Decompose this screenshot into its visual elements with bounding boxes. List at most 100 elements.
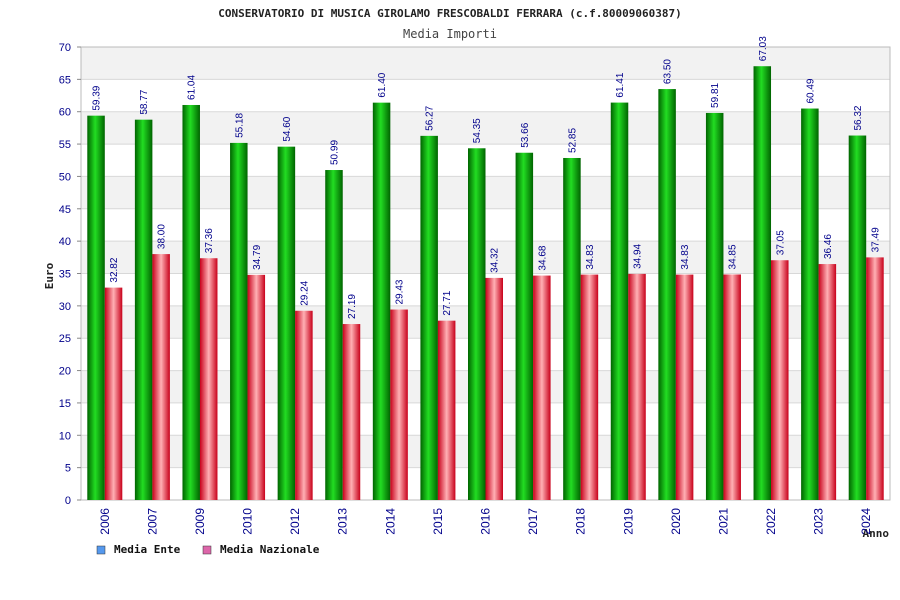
bar-media-nazionale-2020 bbox=[675, 274, 694, 500]
y-tick-label: 5 bbox=[65, 463, 71, 475]
value-label: 27.19 bbox=[347, 294, 358, 319]
y-tick-label: 50 bbox=[59, 171, 71, 183]
y-tick-label: 55 bbox=[59, 139, 71, 151]
bar-media-nazionale-2016 bbox=[485, 277, 503, 500]
bar-media-ente-2013 bbox=[325, 170, 343, 500]
x-tick-label: 2009 bbox=[193, 508, 207, 535]
legend-item-media-nazionale[interactable]: Media Nazionale bbox=[202, 543, 320, 556]
value-label: 37.36 bbox=[204, 228, 215, 253]
value-label: 58.77 bbox=[139, 89, 150, 114]
value-label: 55.18 bbox=[234, 112, 245, 137]
bar-media-ente-2018 bbox=[563, 157, 581, 501]
bar-media-nazionale-2023 bbox=[818, 264, 837, 500]
value-label: 29.43 bbox=[395, 279, 406, 304]
bar-media-ente-2010 bbox=[230, 142, 248, 501]
bar-media-nazionale-2010 bbox=[247, 274, 266, 500]
value-label: 38.00 bbox=[157, 224, 168, 249]
x-tick-label: 2007 bbox=[145, 508, 159, 535]
bar-media-nazionale-2019 bbox=[628, 273, 646, 500]
value-label: 34.32 bbox=[490, 247, 501, 272]
value-label: 59.81 bbox=[710, 82, 721, 107]
value-label: 34.85 bbox=[728, 244, 739, 269]
value-label: 36.46 bbox=[823, 234, 834, 259]
x-tick-label: 2024 bbox=[859, 508, 873, 535]
y-axis-ticks: 0 5 10 15 20 25 30 35 40 45 50 55 60 65 70 bbox=[59, 42, 81, 507]
bar-media-ente-2023 bbox=[801, 108, 819, 501]
x-tick-label: 2018 bbox=[574, 508, 588, 535]
value-label: 59.39 bbox=[92, 85, 103, 110]
value-label: 54.60 bbox=[282, 116, 293, 141]
value-label: 54.35 bbox=[472, 118, 483, 143]
value-labels: 59.39 32.82 58.77 38.00 61.04 37.36 55.18 34.79… bbox=[92, 36, 882, 319]
bar-media-ente-2016 bbox=[468, 148, 486, 500]
x-tick-label: 2017 bbox=[526, 508, 540, 535]
x-axis-ticks: 2006 2007 2009 2010 2012 2013 2014 2015 2016 2017… bbox=[98, 508, 873, 535]
value-label: 67.03 bbox=[758, 36, 769, 61]
y-tick-label: 65 bbox=[59, 74, 71, 86]
chart-subtitle: Media Importi bbox=[403, 27, 497, 41]
legend-swatch-media-ente bbox=[96, 545, 106, 555]
y-tick-label: 20 bbox=[59, 366, 71, 378]
bar-media-nazionale-2018 bbox=[580, 274, 599, 500]
bar-media-nazionale-2009 bbox=[199, 258, 218, 500]
y-tick-label: 15 bbox=[59, 398, 71, 410]
x-tick-label: 2013 bbox=[336, 508, 350, 535]
y-tick-label: 60 bbox=[59, 107, 71, 119]
y-tick-label: 45 bbox=[59, 204, 71, 216]
bars bbox=[87, 66, 884, 501]
value-label: 29.24 bbox=[299, 280, 310, 305]
value-label: 52.85 bbox=[567, 128, 578, 153]
bar-media-nazionale-2024 bbox=[866, 257, 884, 500]
bar-media-ente-2019 bbox=[610, 102, 629, 500]
y-tick-label: 70 bbox=[59, 42, 71, 54]
bar-media-nazionale-2012 bbox=[295, 310, 313, 500]
bar-media-ente-2012 bbox=[277, 146, 296, 500]
x-tick-label: 2022 bbox=[764, 508, 778, 535]
bar-media-nazionale-2006 bbox=[104, 287, 123, 500]
bar-media-ente-2024 bbox=[848, 135, 867, 500]
bar-media-nazionale-2021 bbox=[723, 274, 741, 500]
x-tick-label: 2021 bbox=[716, 508, 730, 535]
legend-item-media-ente[interactable]: Media Ente bbox=[96, 543, 181, 556]
value-label: 53.66 bbox=[520, 122, 531, 147]
value-label: 56.27 bbox=[425, 105, 436, 130]
x-tick-label: 2015 bbox=[431, 508, 445, 535]
bar-media-ente-2022 bbox=[753, 66, 772, 500]
y-tick-label: 30 bbox=[59, 301, 71, 313]
bar-media-nazionale-2007 bbox=[152, 254, 170, 500]
bar-media-ente-2006 bbox=[87, 115, 105, 500]
x-tick-label: 2012 bbox=[288, 508, 302, 535]
value-label: 34.83 bbox=[585, 244, 596, 269]
bar-media-ente-2017 bbox=[515, 152, 534, 500]
y-axis-title: Euro bbox=[43, 262, 56, 289]
bar-media-ente-2015 bbox=[420, 135, 438, 500]
value-label: 63.50 bbox=[663, 59, 674, 84]
x-tick-label: 2020 bbox=[669, 508, 683, 535]
value-label: 27.71 bbox=[442, 290, 453, 315]
y-tick-label: 0 bbox=[65, 495, 71, 507]
legend: Media Ente Media Nazionale bbox=[96, 543, 320, 556]
x-tick-label: 2016 bbox=[479, 508, 493, 535]
bar-media-ente-2014 bbox=[372, 102, 391, 500]
bar-media-ente-2007 bbox=[134, 119, 153, 501]
value-label: 61.41 bbox=[615, 72, 626, 97]
value-label: 34.68 bbox=[537, 245, 548, 270]
bar-media-ente-2021 bbox=[705, 112, 724, 501]
x-tick-label: 2006 bbox=[98, 508, 112, 535]
x-tick-label: 2014 bbox=[383, 508, 397, 535]
bar-media-nazionale-2022 bbox=[771, 260, 789, 500]
x-tick-label: 2023 bbox=[812, 508, 826, 535]
bar-media-ente-2009 bbox=[182, 104, 200, 500]
value-label: 56.32 bbox=[853, 105, 864, 130]
x-tick-label: 2010 bbox=[241, 508, 255, 535]
value-label: 32.82 bbox=[109, 257, 120, 282]
chart-title: CONSERVATORIO DI MUSICA GIROLAMO FRESCOB… bbox=[218, 7, 682, 20]
y-tick-label: 40 bbox=[59, 236, 71, 248]
bar-media-nazionale-2013 bbox=[342, 324, 361, 500]
value-label: 61.40 bbox=[377, 72, 388, 97]
legend-swatch-media-nazionale bbox=[202, 545, 212, 555]
value-label: 37.05 bbox=[775, 230, 786, 255]
y-tick-label: 25 bbox=[59, 333, 71, 345]
x-axis-title: Anno bbox=[863, 527, 890, 540]
